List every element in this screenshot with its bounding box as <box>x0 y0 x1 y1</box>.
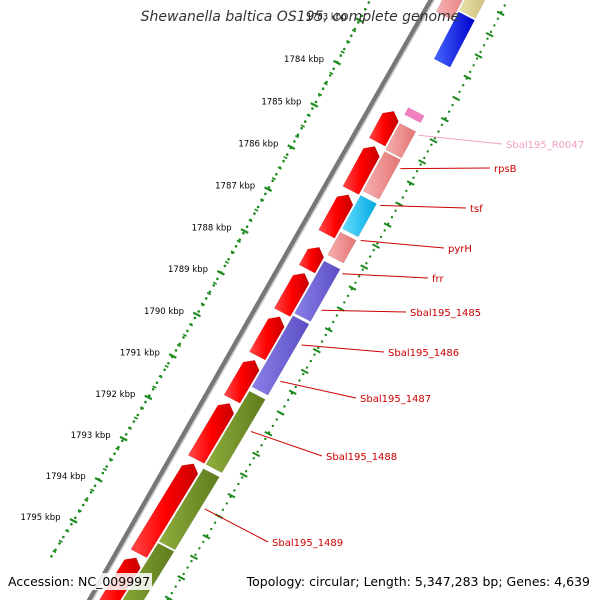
tick-mark <box>69 518 78 524</box>
gene-leader-line <box>301 344 385 353</box>
cds-feature <box>433 11 475 68</box>
tick-label: 1787 kbp <box>215 182 255 192</box>
topology-text: Topology: circular; Length: 5,347,283 bp… <box>244 573 592 590</box>
gene-leader-line <box>250 431 323 457</box>
tick-label: 1790 kbp <box>144 307 184 317</box>
tick-mark <box>264 186 273 192</box>
gene-leader-line <box>342 273 429 279</box>
cds-feature <box>342 146 380 195</box>
inner-strand-features <box>122 0 486 600</box>
cds-feature <box>294 260 341 322</box>
tick-mark <box>216 270 225 276</box>
gene-label: Sbal195_1485 <box>410 308 481 319</box>
cds-feature <box>318 194 354 239</box>
cds-feature <box>223 359 260 404</box>
outer-strand-features <box>99 0 463 600</box>
gene-label: rpsB <box>494 164 517 175</box>
cds-feature <box>130 463 199 559</box>
cds-feature <box>327 231 357 264</box>
tick-label: 1786 kbp <box>238 140 278 150</box>
tick-mark <box>332 59 342 66</box>
gene-labels: Sbal195_R0047 rpsB tsf pyrH frr Sbal195_1485 S… <box>204 134 584 549</box>
cds-feature <box>362 151 401 200</box>
inner-scale-ticks <box>164 4 506 600</box>
tick-label: 1793 kbp <box>71 431 111 441</box>
gene-leader-line <box>204 508 269 543</box>
cds-feature <box>459 0 486 19</box>
gene-label: Sbal195_1487 <box>360 394 431 405</box>
backbone-line <box>86 0 435 600</box>
gene-label: tsf <box>470 204 483 215</box>
tick-label: 1788 kbp <box>192 223 232 233</box>
tick-label: 1784 kbp <box>284 55 324 65</box>
tick-label: 1783 kbp <box>307 13 347 23</box>
tick-mark <box>119 435 128 442</box>
tick-label: 1795 kbp <box>21 513 61 523</box>
gene-label: pyrH <box>448 244 472 255</box>
tick-label: 1789 kbp <box>168 265 208 275</box>
cds-feature <box>368 110 399 147</box>
gene-leader-line <box>360 240 445 249</box>
cds-feature <box>273 273 310 317</box>
gene-label: Sbal195_1489 <box>272 538 343 549</box>
gene-leader-line <box>321 309 407 313</box>
cds-feature <box>385 122 417 159</box>
gene-leader-line <box>418 134 503 145</box>
tick-mark <box>240 228 249 234</box>
tick-label: 1794 kbp <box>46 472 86 482</box>
outer-scale-dotted-line <box>50 1 371 558</box>
tick-label: 1785 kbp <box>261 97 301 107</box>
gene-leader-line <box>400 167 491 170</box>
tick-mark <box>94 476 103 483</box>
gene-leader-line <box>380 205 467 209</box>
tick-mark <box>310 102 319 108</box>
tick-label: 1792 kbp <box>95 390 135 400</box>
cds-feature <box>187 403 235 464</box>
tick-mark <box>144 394 153 401</box>
scale-ticks: 1783 kbp 1784 kbp 1785 kbp 1786 kbp 1787 kbp… <box>21 13 364 554</box>
gene-leader-line <box>280 380 357 399</box>
cds-feature <box>404 107 425 124</box>
tick-mark <box>355 17 364 24</box>
accession-text: Accession: NC_009997 <box>6 573 153 590</box>
cds-feature <box>248 316 285 361</box>
gene-label: Sbal195_R0047 <box>506 140 584 151</box>
gene-label: Sbal195_1488 <box>326 452 397 463</box>
tick-mark <box>192 311 201 318</box>
tick-mark <box>168 353 177 359</box>
cds-feature <box>205 390 266 474</box>
gene-label: frr <box>432 274 444 285</box>
gene-label: Sbal195_1486 <box>388 348 459 359</box>
tick-mark <box>287 144 296 150</box>
cds-feature <box>158 468 220 551</box>
cds-feature <box>435 0 463 21</box>
cds-feature <box>251 315 310 396</box>
cds-feature <box>298 246 325 274</box>
cds-feature <box>341 195 377 238</box>
genome-title: Shewanella baltica OS195, complete genom… <box>140 9 460 25</box>
tick-label: 1791 kbp <box>120 348 160 358</box>
